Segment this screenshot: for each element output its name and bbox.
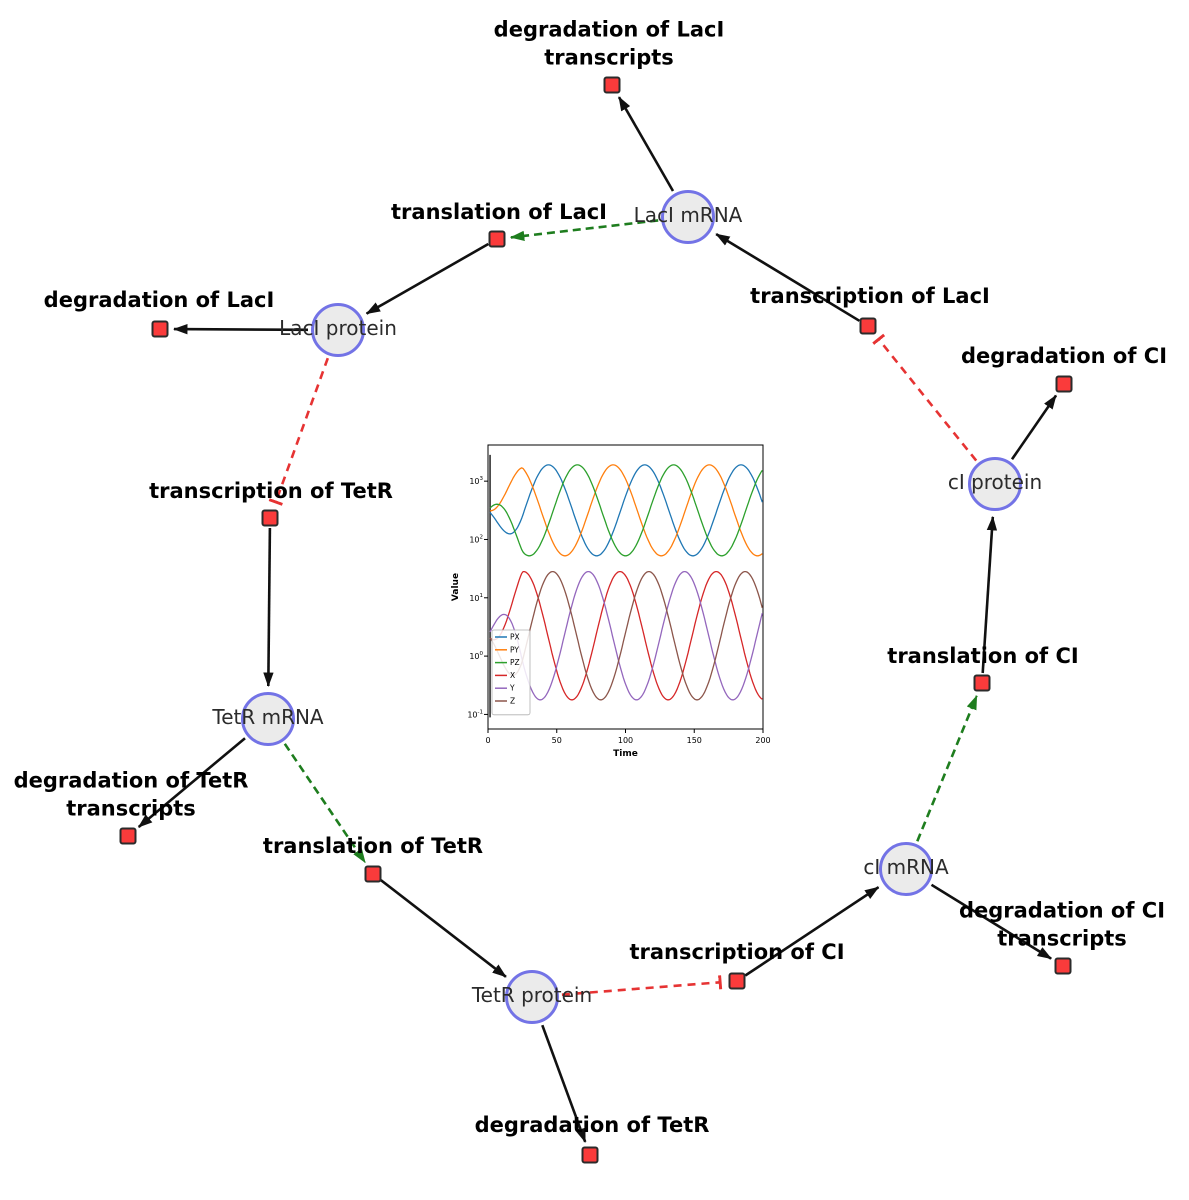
reaction-label-transl-laci: translation of LacI — [391, 200, 607, 225]
species-node-laci-protein — [311, 303, 365, 357]
edge-consumption-ci-mrna-to-deg-ci-tx — [930, 883, 1052, 960]
reaction-node-transl-ci — [973, 674, 991, 692]
edge-production-transl-laci-to-laci-protein — [365, 242, 489, 315]
reaction-node-deg-tetr-tx — [119, 827, 137, 845]
y-tick-label: 101 — [469, 593, 483, 603]
reaction-node-txn-laci — [859, 317, 877, 335]
legend-label-PY: PY — [510, 645, 519, 654]
edge-consumption-laci-protein-to-deg-laci — [172, 323, 309, 335]
series-line-X — [489, 570, 763, 701]
reaction-label-txn-ci: transcription of CI — [629, 940, 845, 965]
series-line-Y — [489, 570, 763, 701]
series-line-PY — [490, 464, 763, 557]
species-node-ci-protein — [968, 457, 1022, 511]
edge-inhibition-laci-protein-to-txn-tetr — [268, 357, 330, 506]
reaction-label-deg-ci-tx: degradation of CI transcripts — [958, 898, 1166, 950]
y-tick-label: 103 — [469, 476, 483, 486]
edge-production-txn-laci-to-laci-mrna — [715, 232, 861, 322]
edge-consumption-laci-mrna-to-deg-laci-tx — [617, 96, 675, 192]
chart-legend — [491, 629, 531, 716]
x-tick-label: 200 — [755, 736, 770, 745]
x-tick-label: 150 — [687, 736, 702, 745]
chart-y-axis-label: Value — [451, 573, 461, 601]
y-tick-label: 102 — [469, 534, 483, 544]
y-tick-label: 100 — [469, 651, 483, 661]
legend-label-X: X — [510, 671, 515, 680]
edge-consumption-ci-protein-to-deg-ci — [1010, 394, 1058, 461]
species-label-tetr-mrna: TetR mRNA — [212, 705, 324, 729]
series-line-Z — [489, 570, 763, 701]
simulation-inset-chart: 0 50 100 150 200 10-1 100 101 102 103 Time Value PX P… — [448, 440, 774, 759]
species-label-ci-mrna: cI mRNA — [863, 855, 949, 879]
edge-activation-tetr-mrna-to-transl-tetr — [283, 743, 367, 864]
reaction-label-txn-laci: transcription of LacI — [750, 284, 990, 309]
legend-label-Y: Y — [509, 684, 515, 693]
reaction-label-deg-laci: degradation of LacI — [43, 288, 275, 313]
reaction-node-deg-laci — [151, 320, 169, 338]
plot-frame — [487, 444, 764, 730]
reaction-label-txn-tetr: transcription of TetR — [149, 479, 393, 504]
x-tick-label: 0 — [485, 736, 490, 745]
legend-label-Z: Z — [510, 697, 515, 706]
edge-production-transl-ci-to-ci-protein — [981, 515, 998, 674]
edge-production-txn-tetr-to-tetr-mrna — [263, 527, 274, 688]
reaction-label-transl-ci: translation of CI — [887, 644, 1079, 669]
chart-x-axis-label: Time — [613, 749, 638, 758]
species-label-laci-mrna: LacI mRNA — [633, 203, 743, 227]
edge-production-txn-ci-to-ci-mrna — [744, 886, 880, 977]
edge-consumption-tetr-mrna-to-deg-tetr-tx — [137, 737, 246, 828]
x-tick-label: 50 — [552, 736, 562, 745]
x-tick-label: 100 — [618, 736, 633, 745]
reaction-label-deg-ci: degradation of CI — [960, 344, 1168, 369]
reaction-node-deg-ci — [1055, 375, 1073, 393]
reaction-node-transl-tetr — [364, 865, 382, 883]
edge-production-transl-tetr-to-tetr-protein — [380, 879, 507, 978]
reaction-node-deg-tetr — [581, 1146, 599, 1164]
species-node-ci-mrna — [879, 842, 933, 896]
y-tick-label: 10-1 — [467, 709, 483, 719]
reaction-node-txn-ci — [728, 972, 746, 990]
edge-inhibition-tetr-protein-to-txn-ci — [561, 975, 723, 996]
reaction-label-transl-tetr: translation of TetR — [262, 834, 484, 859]
legend-label-PZ: PZ — [510, 658, 520, 667]
species-label-tetr-protein: TetR protein — [471, 983, 593, 1007]
edge-activation-laci-mrna-to-transl-laci — [509, 219, 659, 242]
species-label-ci-protein: cI protein — [947, 470, 1043, 494]
edge-inhibition-ci-protein-to-txn-laci — [872, 333, 978, 462]
timecourse-plot: 0 50 100 150 200 10-1 100 101 102 103 Time Value PX P… — [451, 444, 771, 759]
reaction-label-deg-tetr-tx: degradation of TetR transcripts — [13, 768, 249, 820]
reaction-node-deg-ci-tx — [1054, 957, 1072, 975]
reaction-node-transl-laci — [488, 230, 506, 248]
reaction-node-txn-tetr — [261, 509, 279, 527]
series-line-PX — [489, 464, 763, 557]
legend-label-PX: PX — [510, 633, 520, 642]
species-node-tetr-mrna — [241, 692, 295, 746]
edge-consumption-tetr-protein-to-deg-tetr — [541, 1024, 587, 1143]
species-node-tetr-protein — [505, 970, 559, 1024]
reaction-node-deg-laci-tx — [603, 76, 621, 94]
reaction-label-deg-laci-tx: degradation of LacI transcripts — [493, 17, 725, 69]
species-label-laci-protein: LacI protein — [279, 316, 397, 340]
edge-activation-ci-mrna-to-transl-ci — [916, 695, 978, 842]
reaction-label-deg-tetr: degradation of TetR — [474, 1113, 710, 1138]
species-node-laci-mrna — [661, 190, 715, 244]
series-line-PZ — [489, 464, 763, 557]
